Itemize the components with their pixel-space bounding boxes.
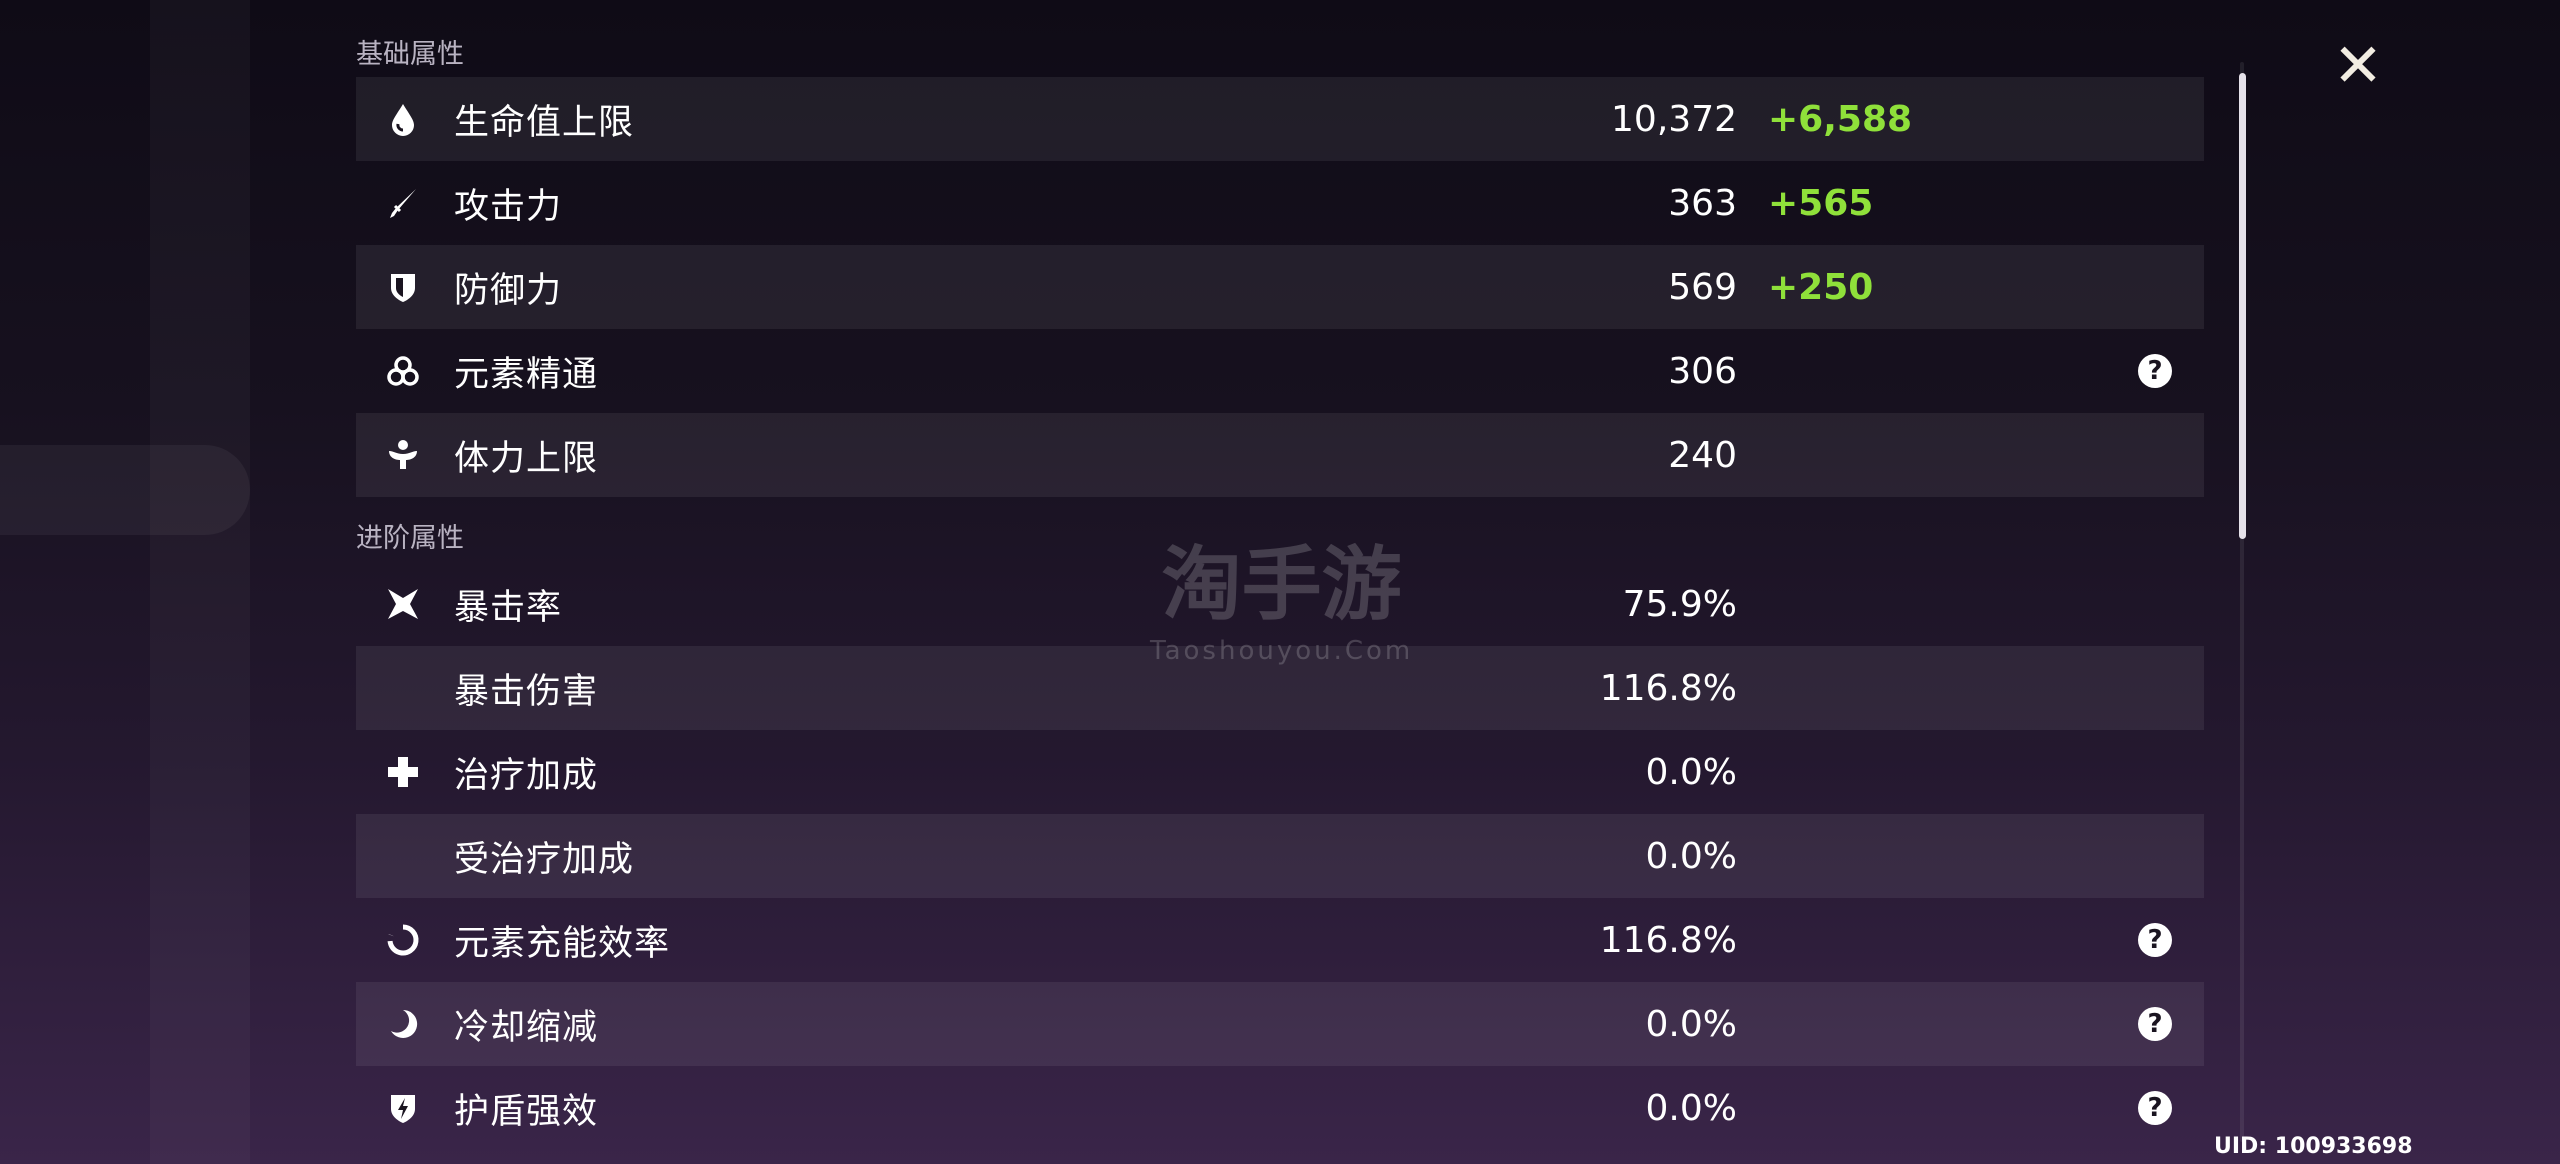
stat-value: 10,372	[1611, 98, 1737, 140]
stat-row: 受治疗加成 0.0%	[356, 814, 2204, 898]
stat-row: 攻击力 363 +565	[356, 161, 2204, 245]
stat-label: 生命值上限	[454, 102, 635, 143]
healing-cross-icon	[386, 755, 420, 789]
stat-value: 363	[1668, 182, 1737, 224]
stat-row: 暴击伤害 116.8%	[356, 646, 2204, 730]
stat-label: 受治疗加成	[454, 839, 635, 880]
stat-row: 生命值上限 10,372 +6,588	[356, 77, 2204, 161]
help-icon[interactable]: ?	[2138, 1091, 2172, 1125]
stat-row: 治疗加成 0.0%	[356, 730, 2204, 814]
scrollbar-track[interactable]	[2240, 62, 2244, 1142]
elemental-mastery-icon	[386, 354, 420, 388]
close-button[interactable]: ✕	[2332, 31, 2384, 101]
stat-value: 0.0%	[1645, 835, 1737, 877]
stat-value: 0.0%	[1645, 1003, 1737, 1045]
defense-shield-icon	[386, 270, 420, 304]
stat-label: 冷却缩减	[454, 1007, 599, 1048]
stat-bonus: +565	[1768, 182, 1874, 224]
cooldown-icon	[386, 1007, 420, 1041]
stat-label: 治疗加成	[454, 755, 599, 796]
stat-value: 0.0%	[1645, 751, 1737, 793]
stat-label: 元素精通	[454, 354, 599, 395]
stat-label: 攻击力	[454, 186, 563, 227]
stat-label: 防御力	[454, 270, 563, 311]
stat-row: 元素精通 306?	[356, 329, 2204, 413]
stat-label: 护盾强效	[454, 1091, 599, 1132]
stat-value: 0.0%	[1645, 1087, 1737, 1129]
help-icon[interactable]: ?	[2138, 923, 2172, 957]
scrollbar-thumb[interactable]	[2239, 73, 2246, 539]
stat-row: 护盾强效 0.0%?	[356, 1066, 2204, 1150]
stat-row: 元素充能效率 116.8%?	[356, 898, 2204, 982]
help-icon[interactable]: ?	[2138, 354, 2172, 388]
stat-label: 暴击伤害	[454, 671, 599, 712]
stat-bonus: +250	[1768, 266, 1874, 308]
attack-sword-icon	[386, 186, 420, 220]
stat-row: 冷却缩减 0.0%?	[356, 982, 2204, 1066]
energy-recharge-icon	[386, 923, 420, 957]
crit-star-icon	[386, 587, 420, 621]
stat-label: 元素充能效率	[454, 923, 671, 964]
hp-drop-icon	[386, 102, 420, 136]
stat-label: 体力上限	[454, 438, 599, 479]
uid-label: UID: 100933698	[2214, 1134, 2413, 1159]
stat-row: 防御力 569 +250	[356, 245, 2204, 329]
help-icon[interactable]: ?	[2138, 1007, 2172, 1041]
watermark: 淘手游 Taoshouyou.Com	[1150, 538, 1414, 666]
stat-row: 体力上限 240	[356, 413, 2204, 497]
stat-value: 75.9%	[1622, 583, 1737, 625]
stat-value: 569	[1668, 266, 1737, 308]
sidebar-selected-tab[interactable]	[0, 445, 250, 535]
section-advanced-attributes: 进阶属性	[356, 523, 464, 554]
stat-value: 240	[1668, 434, 1737, 476]
character-sidebar	[150, 0, 250, 1164]
stat-value: 116.8%	[1599, 919, 1737, 961]
stat-bonus: +6,588	[1768, 98, 1913, 140]
shield-strength-icon	[386, 1091, 420, 1125]
stamina-icon	[386, 438, 420, 472]
stat-value: 306	[1668, 350, 1737, 392]
stat-label: 暴击率	[454, 587, 563, 628]
stat-row: 暴击率 75.9%	[356, 562, 2204, 646]
stat-value: 116.8%	[1599, 667, 1737, 709]
section-basic-attributes: 基础属性	[356, 39, 464, 70]
